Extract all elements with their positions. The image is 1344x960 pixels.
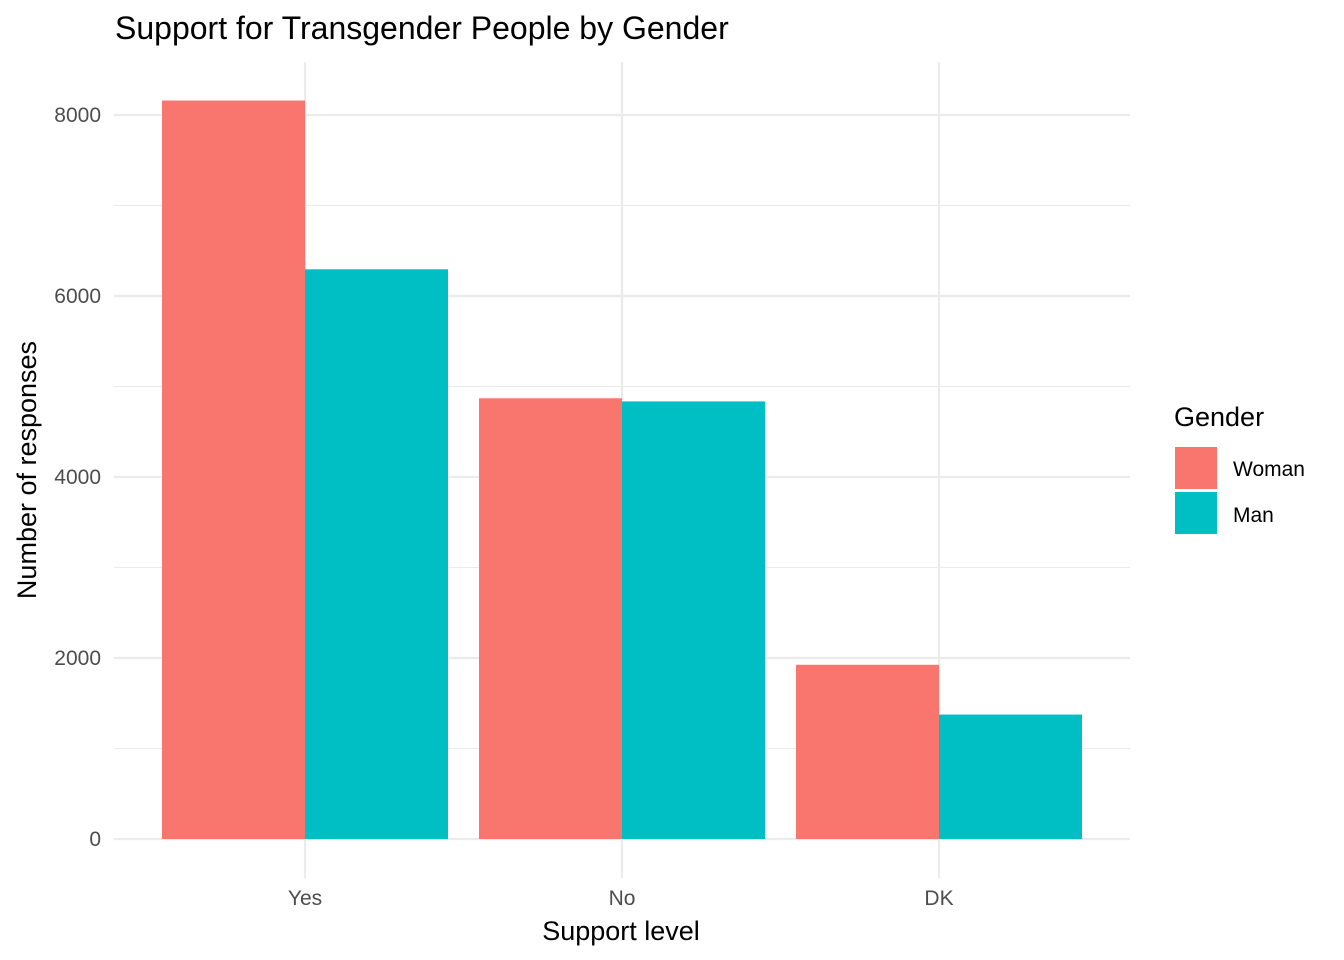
bar-man-yes (305, 269, 448, 839)
y-tick-label: 0 (89, 828, 101, 851)
x-tick-label: DK (924, 887, 953, 910)
x-tick-label: No (609, 887, 636, 910)
legend-key-man (1175, 492, 1217, 534)
bar-woman-no (479, 398, 622, 839)
bar-man-no (622, 401, 765, 839)
bars (162, 100, 1082, 839)
legend-label-woman: Woman (1233, 458, 1305, 481)
bar-woman-yes (162, 100, 305, 839)
x-tick-label: Yes (288, 887, 322, 910)
legend-title: Gender (1174, 402, 1264, 432)
bar-woman-dk (796, 664, 939, 839)
legend-label-man: Man (1233, 504, 1274, 527)
y-tick-label: 4000 (54, 466, 101, 489)
y-axis-ticks: 0 2000 4000 6000 8000 (54, 104, 101, 851)
y-tick-label: 6000 (54, 285, 101, 308)
y-tick-label: 8000 (54, 104, 101, 127)
x-axis-ticks: Yes No DK (288, 887, 954, 910)
bar-man-dk (939, 714, 1082, 839)
x-axis-title: Support level (542, 916, 700, 946)
chart-title: Support for Transgender People by Gender (115, 10, 729, 46)
y-tick-label: 2000 (54, 647, 101, 670)
y-axis-title: Number of responses (12, 341, 42, 599)
legend-key-woman (1175, 447, 1217, 489)
legend: Gender Woman Man (1174, 402, 1305, 534)
